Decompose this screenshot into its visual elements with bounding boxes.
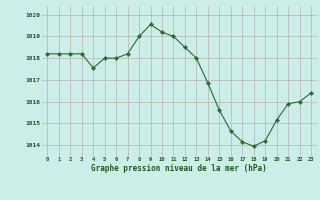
X-axis label: Graphe pression niveau de la mer (hPa): Graphe pression niveau de la mer (hPa) bbox=[91, 164, 267, 173]
